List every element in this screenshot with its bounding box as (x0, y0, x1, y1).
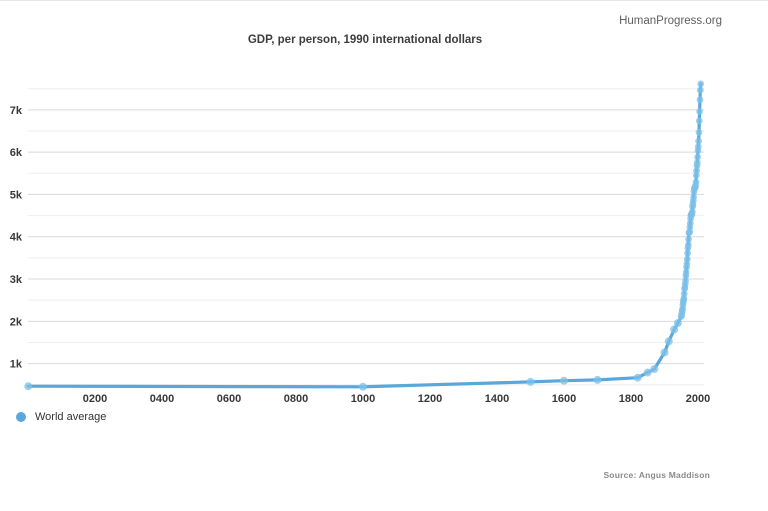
data-point[interactable] (682, 277, 689, 285)
data-point[interactable] (696, 96, 704, 104)
legend-item-world-average[interactable]: World average (16, 411, 106, 423)
x-tick-label: 1400 (485, 393, 509, 405)
data-point[interactable] (688, 208, 696, 216)
data-point[interactable] (695, 117, 703, 125)
data-point[interactable] (684, 249, 691, 257)
data-point[interactable] (685, 235, 692, 243)
legend-label: World average (35, 411, 107, 423)
data-point[interactable] (693, 167, 700, 175)
legend-marker-icon (16, 412, 26, 422)
data-point[interactable] (696, 86, 704, 94)
data-point[interactable] (680, 290, 688, 298)
data-point[interactable] (683, 255, 691, 263)
x-tick-label: 2000 (686, 393, 710, 405)
x-tick-label: 0200 (83, 393, 107, 405)
data-point[interactable] (684, 241, 692, 249)
data-point[interactable] (673, 319, 682, 328)
data-point[interactable] (359, 382, 367, 391)
y-tick-label: 2k (10, 316, 23, 328)
x-tick-label: 1600 (552, 393, 576, 405)
data-point[interactable] (695, 137, 702, 145)
data-point[interactable] (643, 368, 652, 377)
humanprogress-link[interactable]: HumanProgress.org (619, 15, 722, 27)
data-point[interactable] (650, 365, 659, 373)
data-point[interactable] (694, 153, 701, 161)
data-point[interactable] (633, 373, 642, 382)
data-point[interactable] (682, 268, 690, 276)
data-point[interactable] (693, 159, 701, 167)
data-point[interactable] (695, 128, 703, 136)
x-tick-label: 1200 (418, 393, 442, 405)
data-point[interactable] (664, 337, 673, 346)
y-tick-label: 4k (10, 232, 23, 244)
data-point[interactable] (692, 178, 700, 186)
data-point[interactable] (694, 143, 702, 151)
source-credit: Source: Angus Maddison (603, 470, 710, 480)
chart-title: GDP, per person, 1990 international doll… (247, 34, 483, 46)
x-tick-label: 1000 (351, 393, 375, 405)
data-point[interactable] (24, 382, 33, 391)
data-point[interactable] (560, 376, 568, 385)
y-tick-label: 6k (10, 147, 23, 159)
y-tick-label: 1k (10, 359, 23, 371)
y-tick-label: 3k (10, 274, 23, 286)
x-tick-label: 0400 (150, 393, 174, 405)
series-line-world-average (26, 82, 703, 389)
y-tick-label: 7k (10, 105, 23, 117)
data-point[interactable] (697, 80, 705, 88)
data-point[interactable] (593, 375, 602, 384)
data-point[interactable] (690, 193, 697, 201)
x-tick-label: 0600 (217, 393, 241, 405)
data-point[interactable] (696, 108, 703, 115)
x-tick-label: 0800 (284, 393, 308, 405)
data-point[interactable] (526, 377, 535, 386)
data-point[interactable] (660, 348, 669, 357)
x-tick-label: 1800 (619, 393, 643, 405)
data-point[interactable] (670, 325, 679, 334)
y-tick-label: 5k (10, 189, 23, 201)
